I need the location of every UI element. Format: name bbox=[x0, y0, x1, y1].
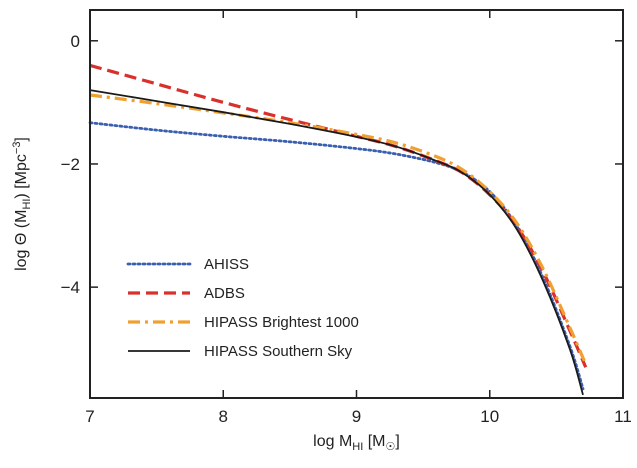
legend-label: HIPASS Brightest 1000 bbox=[204, 314, 359, 331]
x-tick-label: 8 bbox=[219, 407, 228, 426]
series-line-ahiss bbox=[88, 121, 585, 391]
y-tick-label: −2 bbox=[61, 155, 80, 174]
y-axis-label: log Θ (MHI) [Mpc−3] bbox=[11, 137, 33, 271]
x-tick-label: 7 bbox=[85, 407, 94, 426]
x-axis-label: log MHI [M☉] bbox=[313, 433, 400, 453]
series-line-adbs bbox=[89, 63, 588, 368]
y-tick-label: −4 bbox=[61, 278, 80, 297]
series-line-hipass-southern-sky bbox=[89, 89, 584, 396]
legend-label: AHISS bbox=[204, 256, 249, 273]
x-tick-label: 11 bbox=[614, 407, 632, 426]
legend-label: HIPASS Southern Sky bbox=[204, 343, 353, 360]
x-tick-label: 10 bbox=[480, 407, 499, 426]
plot-frame bbox=[89, 9, 624, 399]
x-tick-label: 9 bbox=[352, 407, 361, 426]
series-layer bbox=[88, 63, 588, 396]
legend-label: ADBS bbox=[204, 285, 245, 302]
y-tick-label: 0 bbox=[71, 32, 80, 51]
legend: AHISS ADBS HIPASS Brightest 1000 HIPASS Sou… bbox=[126, 256, 359, 360]
ticks-layer: 7 8 9 10 11 0 −2 −4 bbox=[61, 10, 632, 426]
